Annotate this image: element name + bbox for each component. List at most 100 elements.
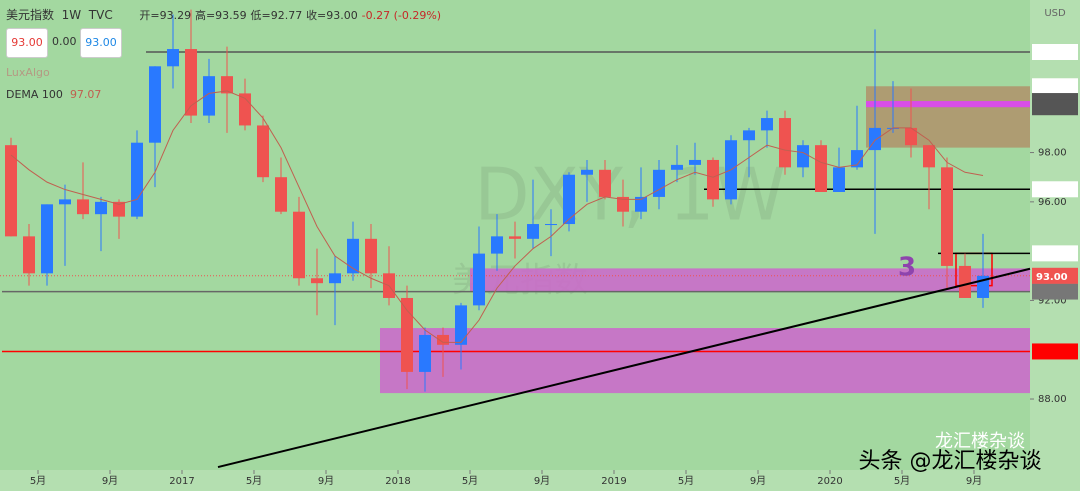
open: 开=93.29 — [139, 9, 192, 22]
header: 美元指数 1W TVC 开=93.29 高=93.59 低=92.77 收=93… — [6, 6, 441, 23]
candle-body — [689, 159, 701, 165]
source: TVC — [88, 8, 113, 22]
indicator-faint: LuxAlgo — [6, 66, 50, 79]
price-tag — [1032, 181, 1078, 198]
x-tick-label: 5月 — [30, 475, 46, 487]
candle-body — [815, 145, 827, 192]
x-tick-label: 2019 — [601, 476, 626, 487]
candle-body — [617, 196, 629, 212]
candle-body — [185, 49, 197, 116]
x-tick-label: 9月 — [102, 475, 118, 487]
x-tick-label: 5月 — [678, 475, 694, 487]
buy-button[interactable]: 93.00 — [80, 28, 122, 58]
candle-body — [635, 196, 647, 212]
candle-body — [77, 199, 89, 215]
x-tick-label: 2017 — [169, 476, 194, 487]
indicator-line — [10, 90, 984, 343]
candle-body — [131, 142, 143, 217]
axis-unit: USD — [1044, 8, 1066, 19]
candle-body — [527, 224, 539, 239]
price-tag — [1032, 245, 1078, 262]
price-tag — [1032, 44, 1078, 61]
x-tick-label: 5月 — [462, 475, 478, 487]
x-tick-label: 5月 — [894, 475, 910, 487]
symbol: 美元指数 — [6, 8, 55, 22]
candle-body — [419, 334, 431, 372]
candle-body — [167, 49, 179, 67]
candle-body — [959, 265, 971, 298]
x-tick-label: 9月 — [318, 475, 334, 487]
watermark: DXY, 1W — [474, 153, 786, 237]
candle-body — [491, 236, 503, 254]
price-tag-label: 93.00 — [1036, 272, 1068, 283]
price-tag — [1032, 78, 1078, 95]
x-tick-label: 9月 — [534, 475, 550, 487]
indicator-name: DEMA 100 — [6, 88, 63, 101]
candle-body — [311, 278, 323, 284]
candle-body — [509, 236, 521, 239]
trendline — [217, 267, 1031, 469]
candle-body — [23, 236, 35, 274]
interval: 1W — [61, 8, 82, 22]
indicator-legend: DEMA 100 97.07 — [6, 88, 101, 101]
candle-body — [671, 164, 683, 170]
candle-body — [923, 145, 935, 168]
x-tick-label: 2020 — [817, 476, 842, 487]
candle-body — [545, 224, 557, 226]
candle-body — [455, 305, 467, 345]
x-tick-label: 2018 — [385, 476, 410, 487]
zone — [470, 268, 1030, 292]
candle-body — [59, 199, 71, 205]
y-tick-label: 88.00 — [1038, 394, 1067, 405]
candle-body — [437, 334, 449, 345]
candle-body — [41, 204, 53, 274]
candle-body — [221, 76, 233, 94]
candle-body — [941, 167, 953, 266]
zone — [380, 328, 1030, 394]
spread: 0.00 — [52, 35, 77, 48]
candle-body — [599, 169, 611, 197]
price-tag — [1032, 283, 1078, 300]
change: -0.27 (-0.29%) — [361, 9, 442, 22]
x-tick-label: 9月 — [966, 475, 982, 487]
credit-logo: 龙汇楼杂谈 — [935, 431, 1025, 452]
candle-body — [851, 150, 863, 168]
sell-button[interactable]: 93.00 — [6, 28, 48, 58]
candle-body — [707, 159, 719, 200]
low: 低=92.77 — [250, 9, 303, 22]
candle-body — [581, 169, 593, 175]
candle-body — [329, 273, 341, 284]
candle-body — [833, 167, 845, 192]
time-axis — [0, 470, 1080, 491]
candle-body — [257, 125, 269, 178]
candle-body — [905, 127, 917, 146]
zone — [866, 101, 1030, 108]
high: 高=93.59 — [194, 9, 247, 22]
candle-body — [5, 145, 17, 237]
price-tag — [1032, 267, 1078, 284]
zone — [866, 86, 1030, 148]
candle-body — [203, 76, 215, 116]
credit: 头条 @龙汇楼杂谈 — [859, 449, 1042, 474]
x-tick-label: 9月 — [750, 475, 766, 487]
candle-body — [365, 238, 377, 274]
candle-body — [761, 118, 773, 131]
candle-body — [797, 145, 809, 168]
candle-body — [95, 201, 107, 215]
candle-body — [653, 169, 665, 197]
annotation: 3 — [898, 253, 916, 283]
candle-body — [563, 174, 575, 225]
price-tag — [1032, 343, 1078, 360]
candle-body — [347, 238, 359, 274]
price-tag — [1032, 99, 1078, 116]
candle-body — [275, 177, 287, 212]
y-tick-label: 98.00 — [1038, 148, 1067, 159]
candle-body — [743, 130, 755, 141]
candle-body — [779, 118, 791, 168]
candle-body — [149, 66, 161, 143]
x-tick-label: 5月 — [246, 475, 262, 487]
close: 收=93.00 — [306, 9, 358, 22]
candle-body — [401, 297, 413, 372]
